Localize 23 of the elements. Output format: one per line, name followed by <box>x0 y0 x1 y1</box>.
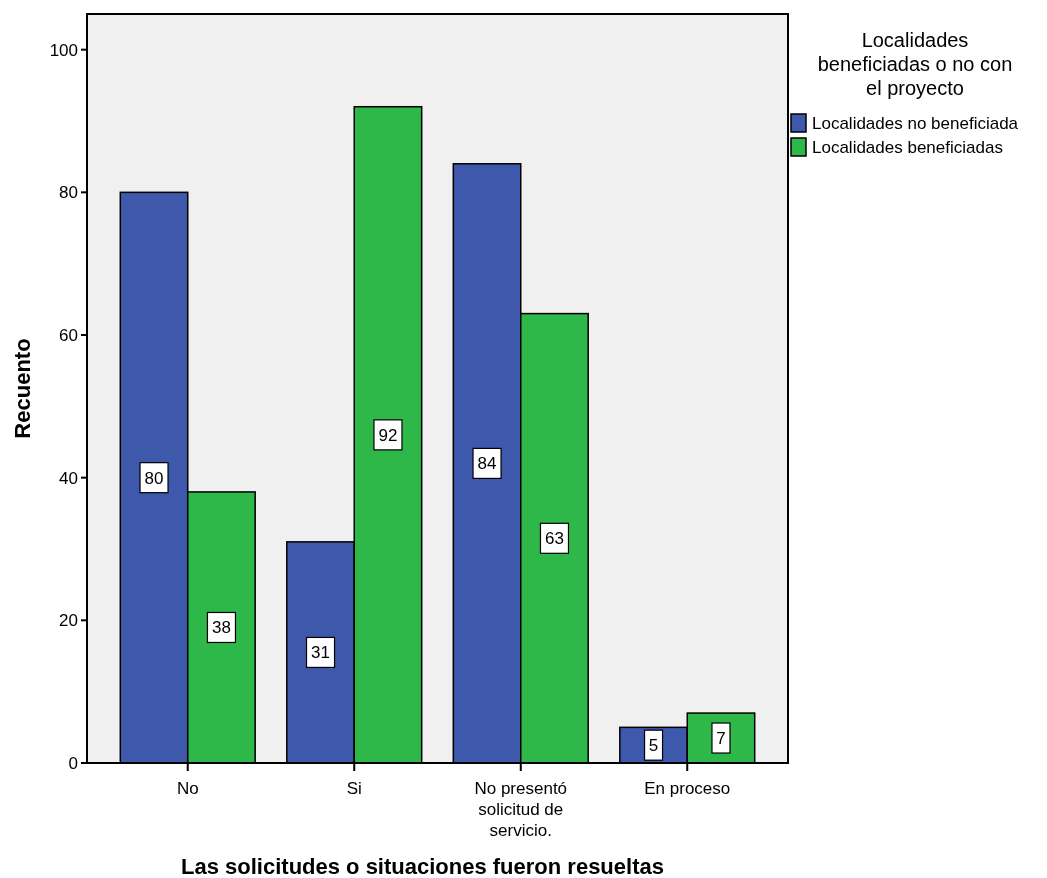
y-tick-label: 100 <box>49 40 78 60</box>
y-tick-label: 80 <box>59 183 78 203</box>
legend-label: Localidades beneficiadas <box>812 138 1003 157</box>
legend-label: Localidades no beneficiada <box>812 114 1019 133</box>
data-label: 31 <box>311 643 330 663</box>
y-tick-label: 0 <box>68 754 78 773</box>
data-label: 84 <box>477 454 497 474</box>
data-label: 80 <box>144 468 164 488</box>
y-tick-label: 20 <box>59 611 78 631</box>
data-label: 7 <box>716 729 726 749</box>
x-tick-label: Si <box>346 779 362 798</box>
x-axis-title: Las solicitudes o situaciones fueron resueltas <box>181 854 664 878</box>
data-label: 63 <box>545 529 564 549</box>
legend-title: Localidades beneficiadas o no con el proyecto <box>817 29 1013 99</box>
x-tick-label: No <box>176 779 199 798</box>
y-tick-label: 40 <box>59 468 78 488</box>
x-tick-label: No presentó solicitud de servicio. <box>474 779 568 840</box>
data-label: 92 <box>378 425 398 445</box>
y-axis-title: Recuento <box>10 338 35 439</box>
data-label: 5 <box>648 736 659 756</box>
x-tick-label: En proceso <box>644 779 731 798</box>
data-label: 38 <box>211 618 231 638</box>
y-tick-label: 60 <box>59 326 78 345</box>
